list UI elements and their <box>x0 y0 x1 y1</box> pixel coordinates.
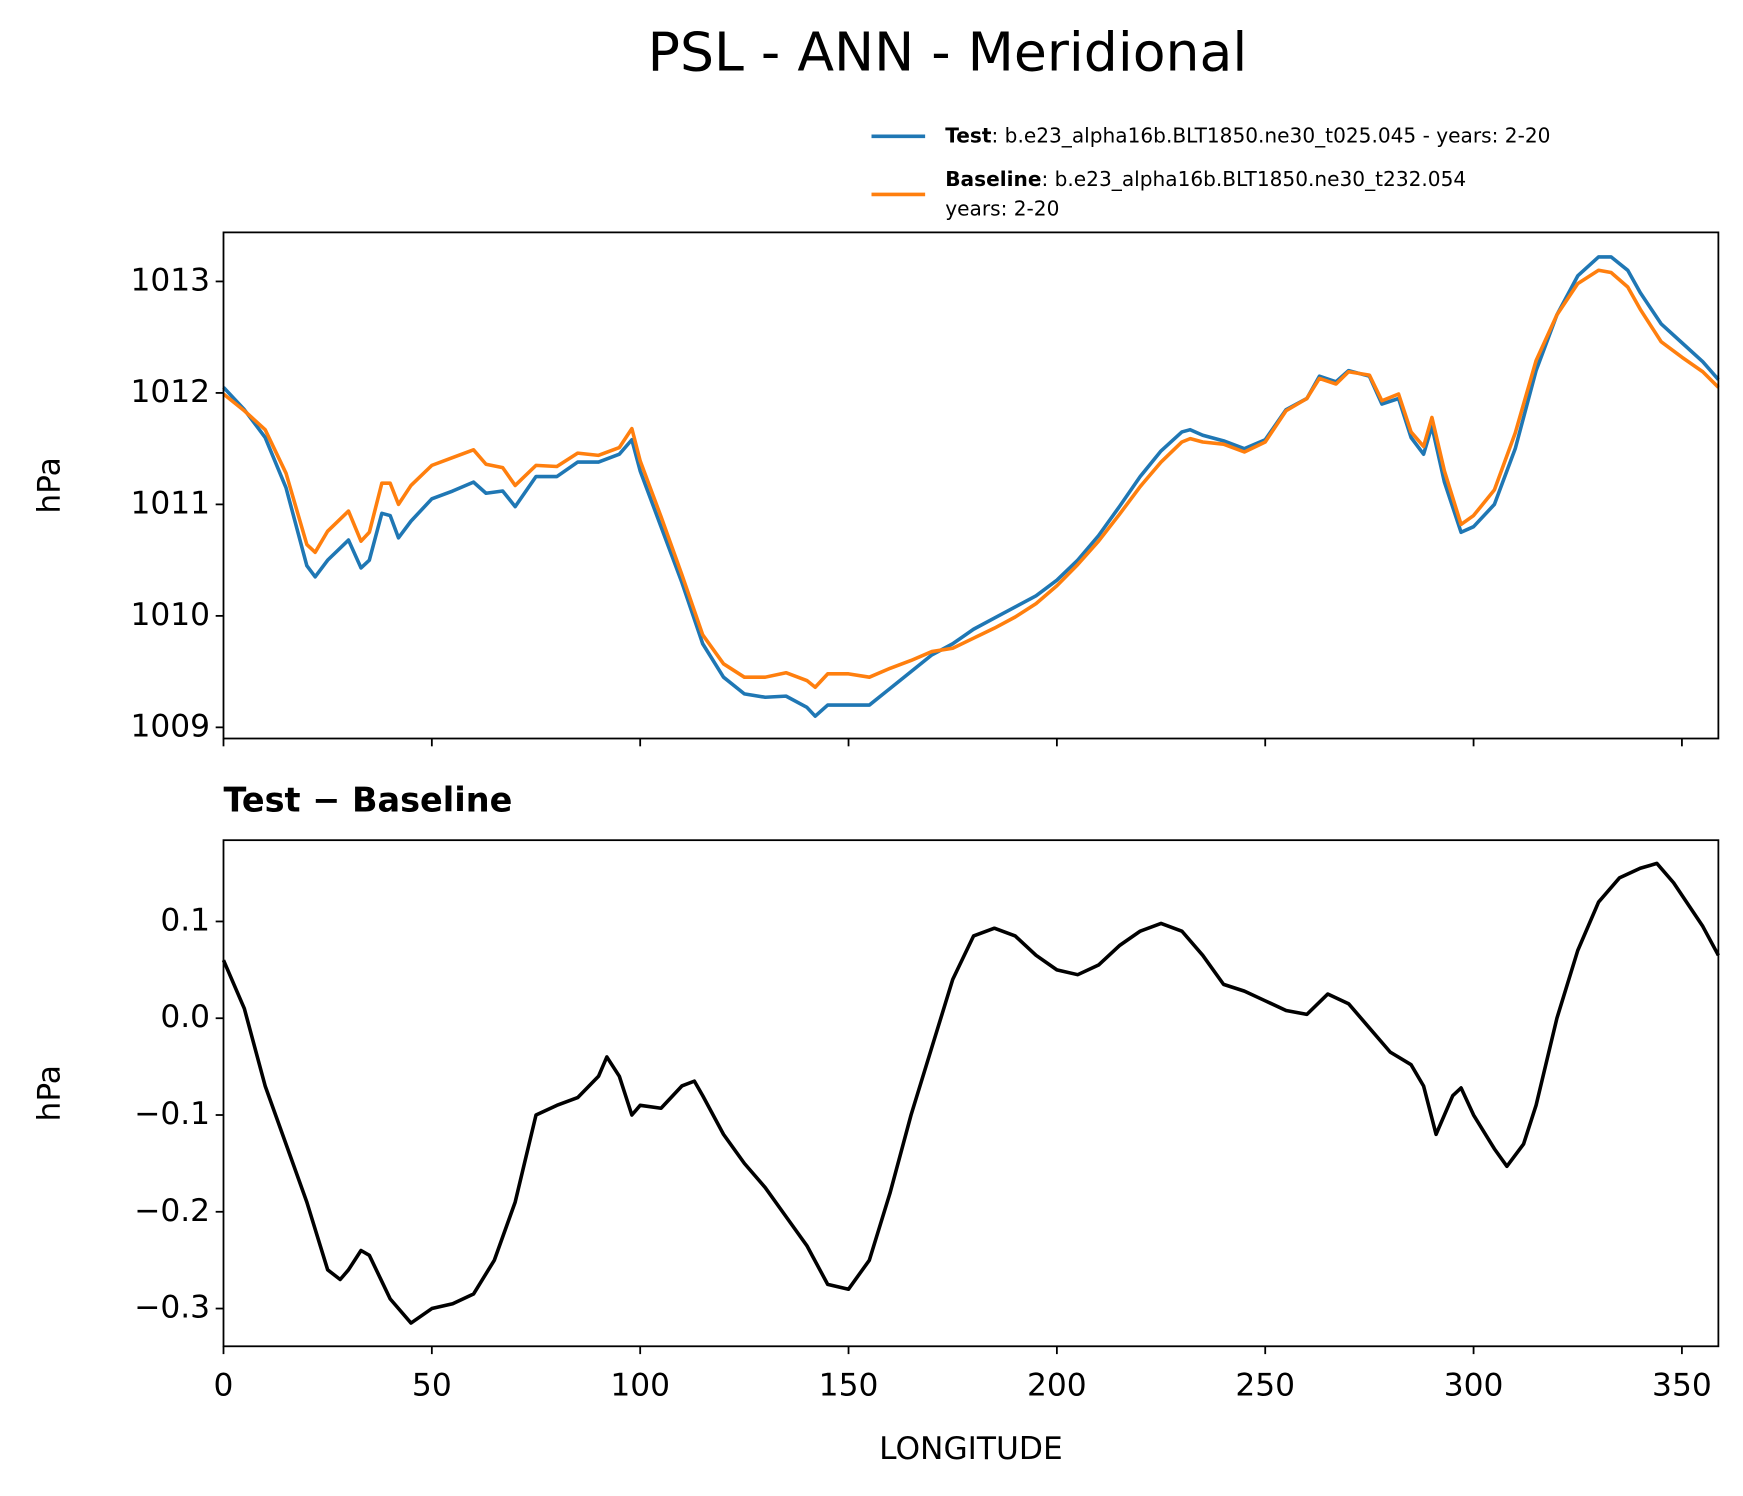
legend-name: Test <box>945 123 992 147</box>
x-tick-label: 100 <box>610 1368 670 1404</box>
x-tick-label: 350 <box>1652 1368 1712 1404</box>
legend-entry: Test: b.e23_alpha16b.BLT1850.ne30_t025.0… <box>945 123 1550 147</box>
data-line <box>221 861 1720 1325</box>
x-tick-label: 300 <box>1444 1368 1504 1404</box>
y-axis-label: hPa <box>31 457 67 513</box>
legend-description: years: 2-20 <box>945 197 1059 221</box>
legend-name: Baseline <box>945 166 1041 190</box>
y-tick-label: 1011 <box>131 485 211 521</box>
legend-entry: Baseline: b.e23_alpha16b.BLT1850.ne30_t2… <box>945 166 1466 190</box>
subplot-title: Test − Baseline <box>223 781 512 820</box>
y-tick-label: 1010 <box>131 597 211 633</box>
data-line <box>222 268 1720 690</box>
y-tick-label: −0.3 <box>134 1290 210 1326</box>
x-axis-label: LONGITUDE <box>879 1431 1063 1467</box>
y-tick-label: 0.0 <box>160 999 210 1035</box>
axes-frame <box>222 231 1720 740</box>
y-tick-label: 1012 <box>131 374 211 410</box>
y-tick-label: −0.1 <box>134 1096 210 1132</box>
y-axis-label: hPa <box>31 1065 67 1121</box>
x-tick-label: 0 <box>214 1368 234 1404</box>
legend-description: : b.e23_alpha16b.BLT1850.ne30_t025.045 -… <box>992 123 1551 147</box>
y-tick-label: 1013 <box>131 262 211 298</box>
figure-title: PSL - ANN - Meridional <box>648 21 1248 84</box>
y-tick-label: −0.2 <box>134 1193 210 1229</box>
data-line <box>222 255 1720 718</box>
x-tick-label: 200 <box>1027 1368 1087 1404</box>
axes-frame <box>222 839 1720 1348</box>
legend-description: : b.e23_alpha16b.BLT1850.ne30_t232.054 <box>1041 166 1466 190</box>
x-tick-label: 250 <box>1235 1368 1295 1404</box>
y-tick-label: 0.1 <box>160 902 210 938</box>
x-tick-label: 50 <box>412 1368 452 1404</box>
x-tick-label: 150 <box>819 1368 879 1404</box>
y-tick-label: 1009 <box>131 708 211 744</box>
